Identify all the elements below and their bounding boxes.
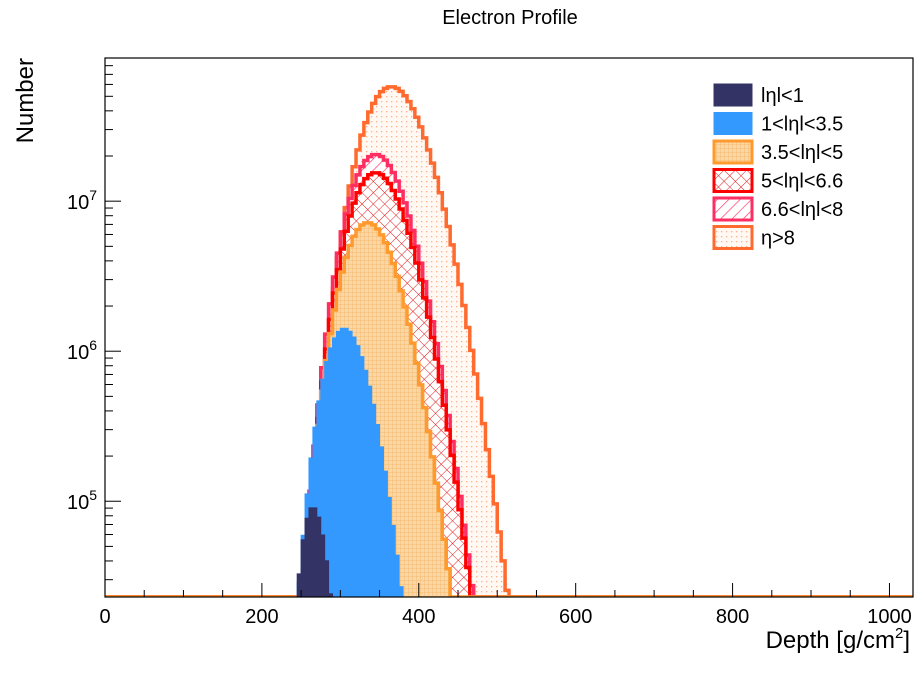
series-area-3 <box>105 222 913 597</box>
x-axis-label-main: Depth [g/cm <box>766 627 895 654</box>
x-tick-label: 400 <box>402 606 435 628</box>
legend-label: 6.6<lηl<8 <box>761 199 843 221</box>
legend-swatch <box>713 83 753 107</box>
legend-label: 3.5<lηl<5 <box>761 142 843 164</box>
legend: lηl<1 1<lηl<3.5 3.5<lηl<5 5<lηl<6.6 6.6<lηl<… <box>712 83 843 250</box>
x-tick-label: 1000 <box>867 606 912 628</box>
legend-swatch <box>712 196 754 222</box>
series-line-3 <box>105 221 913 597</box>
legend-label: η>8 <box>761 228 795 250</box>
x-axis-label-sup: 2 <box>895 625 903 642</box>
legend-swatch <box>712 225 754 250</box>
series-line-1 <box>105 152 913 597</box>
x-axis-label-tail: ] <box>903 627 910 654</box>
series-line-4 <box>105 327 913 597</box>
axis-layer: 0 200 400 600 800 1000 105 106 107 <box>67 57 912 628</box>
y-tick-label: 107 <box>67 187 97 214</box>
legend-label: 5<lηl<6.6 <box>761 171 843 193</box>
x-axis-label: Depth [g/cm2] <box>766 625 910 654</box>
legend-swatch <box>713 112 753 135</box>
y-axis-label: Number <box>12 58 39 143</box>
legend-label: lηl<1 <box>761 85 804 107</box>
plot-frame <box>104 57 914 598</box>
chart-title: Electron Profile <box>442 7 578 29</box>
x-tick-label: 800 <box>716 606 749 628</box>
series-area-4 <box>105 328 913 597</box>
legend-swatch <box>712 168 754 193</box>
series-line-5 <box>105 507 913 597</box>
series-area-5 <box>105 507 913 597</box>
legend-swatch <box>712 139 754 165</box>
x-tick-label: 600 <box>559 606 592 628</box>
legend-label: 1<lηl<3.5 <box>761 114 843 136</box>
y-tick-label: 106 <box>67 337 97 364</box>
x-tick-label: 0 <box>99 606 110 628</box>
series-line-0 <box>105 85 913 597</box>
y-tick-label: 105 <box>67 487 97 514</box>
x-tick-label: 200 <box>245 606 278 628</box>
series-layer <box>105 85 913 597</box>
series-line-2 <box>105 171 913 597</box>
